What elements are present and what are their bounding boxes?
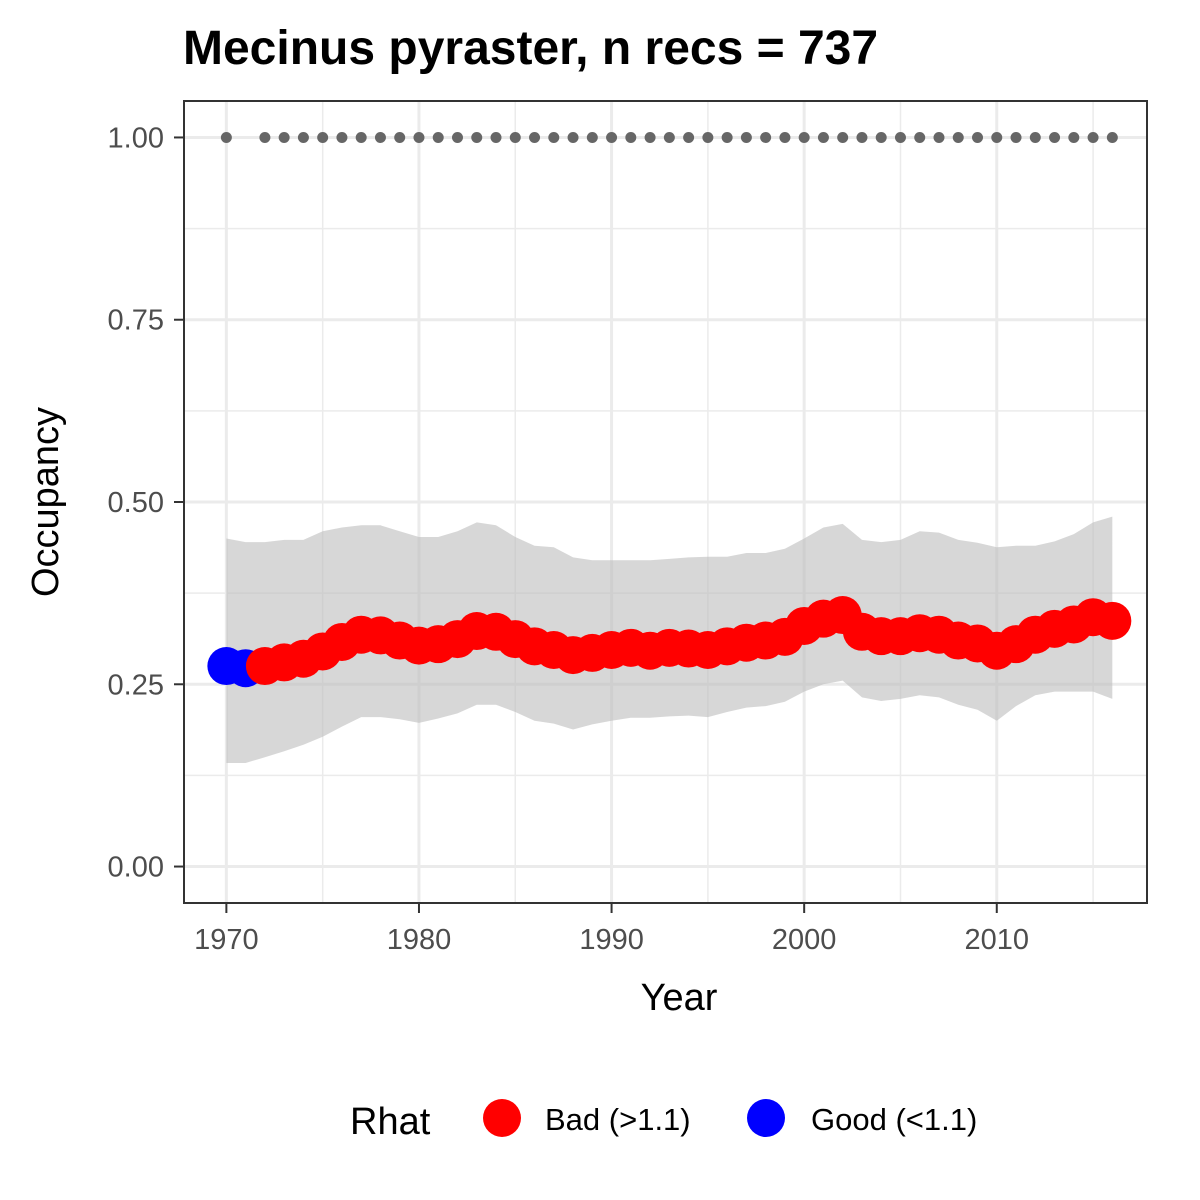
record-point	[220, 131, 232, 143]
record-point	[740, 131, 752, 143]
legend-label-good: Good (<1.1)	[811, 1102, 977, 1137]
record-point	[817, 131, 829, 143]
legend-label-bad: Bad (>1.1)	[545, 1102, 691, 1137]
record-point	[297, 131, 309, 143]
record-point	[952, 131, 964, 143]
record-point	[355, 131, 367, 143]
chart-title: Mecinus pyraster, n recs = 737	[183, 22, 878, 75]
record-point	[1087, 131, 1099, 143]
y-tick-label: 0.00	[108, 852, 164, 884]
record-point	[894, 131, 906, 143]
record-point	[548, 131, 560, 143]
record-points-layer	[220, 131, 1118, 143]
record-point	[760, 131, 772, 143]
record-point	[259, 131, 271, 143]
record-point	[856, 131, 868, 143]
record-point	[644, 131, 656, 143]
record-point	[1106, 131, 1118, 143]
y-axis: 0.00 0.25 0.50 0.75 1.00	[108, 122, 184, 884]
legend: Rhat Bad (>1.1) Good (<1.1)	[350, 1099, 977, 1143]
record-point	[509, 131, 521, 143]
legend-title: Rhat	[350, 1101, 431, 1143]
x-axis: 1970 1980 1990 2000 2010	[194, 903, 1029, 956]
occupancy-points-layer	[207, 596, 1132, 688]
record-point	[837, 131, 849, 143]
record-point	[471, 131, 483, 143]
x-tick-label: 1980	[387, 924, 452, 956]
legend-entries: Bad (>1.1) Good (<1.1)	[483, 1099, 977, 1137]
record-point	[798, 131, 810, 143]
x-tick-label: 1990	[579, 924, 644, 956]
record-point	[317, 131, 329, 143]
record-point	[586, 131, 598, 143]
record-point	[702, 131, 714, 143]
record-point	[1029, 131, 1041, 143]
record-point	[991, 131, 1003, 143]
record-point	[875, 131, 887, 143]
legend-key-bad	[483, 1099, 521, 1137]
record-point	[1049, 131, 1061, 143]
record-point	[394, 131, 406, 143]
record-point	[721, 131, 733, 143]
record-point	[1068, 131, 1080, 143]
legend-key-good	[747, 1099, 785, 1137]
record-point	[933, 131, 945, 143]
grid-lines	[184, 101, 1147, 903]
record-point	[413, 131, 425, 143]
record-point	[663, 131, 675, 143]
record-point	[606, 131, 618, 143]
x-tick-label: 1970	[194, 924, 259, 956]
record-point	[529, 131, 541, 143]
x-axis-title: Year	[641, 977, 718, 1019]
y-tick-label: 0.50	[108, 487, 164, 519]
record-point	[779, 131, 791, 143]
record-point	[432, 131, 444, 143]
y-tick-label: 0.25	[108, 669, 164, 701]
record-point	[1010, 131, 1022, 143]
record-point	[972, 131, 984, 143]
record-point	[490, 131, 502, 143]
record-point	[278, 131, 290, 143]
record-point	[683, 131, 695, 143]
record-point	[914, 131, 926, 143]
y-tick-label: 0.75	[108, 305, 164, 337]
y-tick-label: 1.00	[108, 122, 164, 154]
x-tick-label: 2010	[965, 924, 1030, 956]
record-point	[625, 131, 637, 143]
occupancy-point	[1093, 601, 1132, 640]
record-point	[374, 131, 386, 143]
record-point	[451, 131, 463, 143]
y-axis-title: Occupancy	[25, 407, 67, 597]
record-point	[336, 131, 348, 143]
record-point	[567, 131, 579, 143]
x-tick-label: 2000	[772, 924, 837, 956]
